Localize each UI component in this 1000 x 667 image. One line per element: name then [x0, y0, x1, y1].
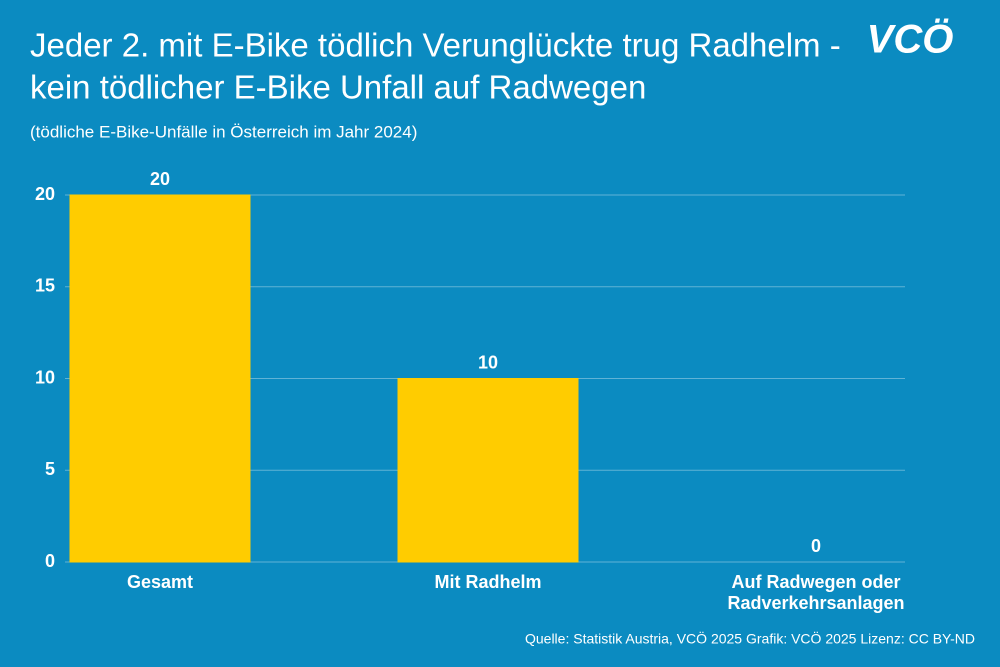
y-tick-label: 20 — [35, 184, 55, 204]
x-tick-label: Gesamt — [126, 572, 194, 592]
bar — [397, 378, 579, 563]
bar — [69, 194, 251, 563]
chart-title: kein tödlicher E-Bike Unfall auf Radwege… — [30, 69, 646, 106]
y-tick-label: 10 — [35, 367, 55, 387]
chart-title: Jeder 2. mit E-Bike tödlich Verunglückte… — [30, 27, 841, 64]
value-label: 0 — [811, 536, 821, 556]
x-tick-label: Auf Radwegen oder Radverkehrsanlagen — [727, 572, 905, 613]
source: Quelle: Statistik Austria, VCÖ 2025 Graf… — [525, 630, 975, 647]
y-tick-label: 0 — [45, 551, 55, 571]
chart-subtitle: (tödliche E-Bike-Unfälle in Österreich i… — [30, 122, 417, 141]
y-tick-label: 15 — [35, 276, 55, 296]
logo: VCÖ — [867, 17, 954, 62]
y-tick-label: 5 — [45, 459, 55, 479]
value-label: 10 — [478, 352, 498, 372]
value-label: 20 — [150, 169, 170, 189]
x-tick-label: Mit Radhelm — [434, 572, 542, 592]
